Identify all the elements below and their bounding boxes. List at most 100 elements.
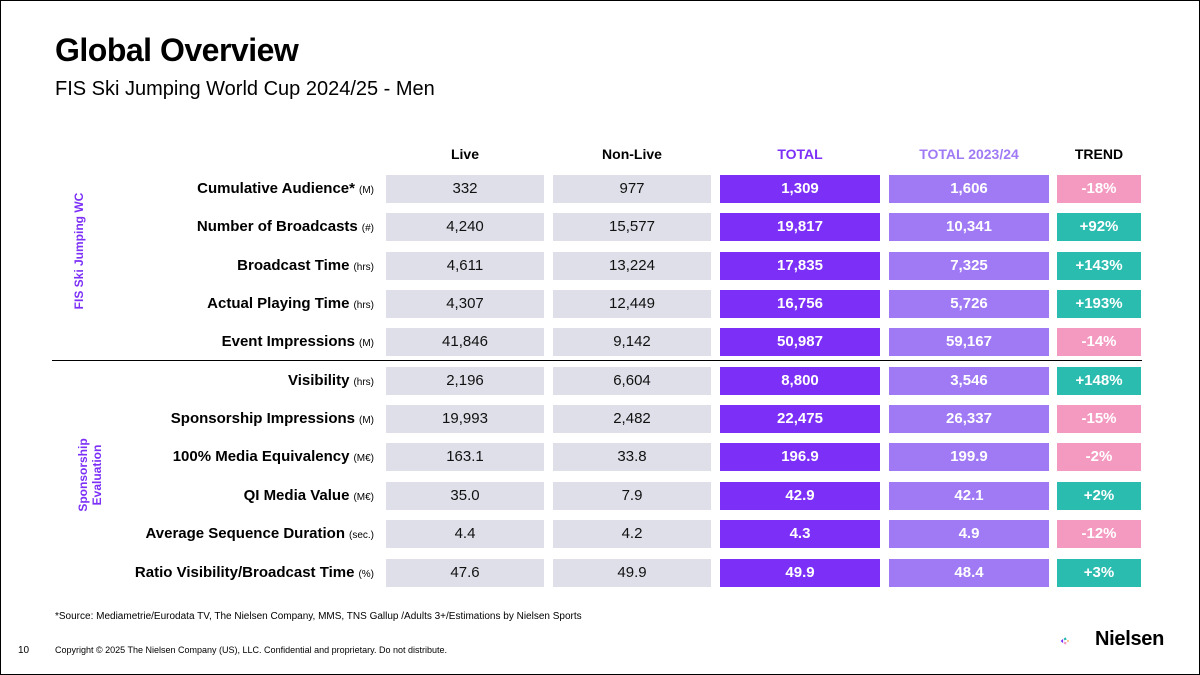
cell-nonlive: 15,577 [553, 213, 711, 241]
cell-trend: -18% [1057, 175, 1141, 203]
cell-trend: +148% [1057, 367, 1141, 395]
row-label-unit: (M€) [353, 453, 374, 464]
cell-total: 49.9 [720, 559, 880, 587]
cell-nonlive: 9,142 [553, 328, 711, 356]
page-subtitle: FIS Ski Jumping World Cup 2024/25 - Men [55, 78, 435, 100]
row-label-text: Broadcast Time [237, 257, 350, 274]
row-label-unit: (hrs) [353, 377, 374, 388]
cell-trend: -12% [1057, 520, 1141, 548]
column-header-live: Live [450, 146, 479, 162]
cell-nonlive: 4.2 [553, 520, 711, 548]
cell-nonlive: 49.9 [553, 559, 711, 587]
column-header-trend: TREND [1074, 146, 1124, 162]
cell-live: 41,846 [386, 328, 544, 356]
page-title: Global Overview [55, 32, 299, 68]
cell-total: 42.9 [720, 482, 880, 510]
column-header-total: TOTAL [777, 146, 823, 162]
row-label-unit: (M) [359, 185, 374, 196]
row-label-unit: (#) [361, 223, 374, 234]
row-label: Sponsorship Impressions (M) [14, 405, 374, 433]
cell-live: 332 [386, 175, 544, 203]
row-label-text: Actual Playing Time [207, 295, 350, 312]
cell-prev: 48.4 [889, 559, 1049, 587]
cell-nonlive: 2,482 [553, 405, 711, 433]
row-label-unit: (M) [359, 415, 374, 426]
cell-live: 4,307 [386, 290, 544, 318]
cell-nonlive: 977 [553, 175, 711, 203]
cell-total: 196.9 [720, 443, 880, 471]
cell-trend: +2% [1057, 482, 1141, 510]
cell-trend: +193% [1057, 290, 1141, 318]
column-header-prev: TOTAL 2023/24 [919, 146, 1019, 162]
row-label: Number of Broadcasts (#) [14, 213, 374, 241]
row-label-unit: (M€) [353, 492, 374, 503]
cell-prev: 4.9 [889, 520, 1049, 548]
cell-total: 16,756 [720, 290, 880, 318]
cell-nonlive: 12,449 [553, 290, 711, 318]
row-label-unit: (hrs) [353, 262, 374, 273]
copyright-notice: Copyright © 2025 The Nielsen Company (US… [55, 645, 447, 655]
cell-total: 1,309 [720, 175, 880, 203]
cell-trend: -2% [1057, 443, 1141, 471]
cell-prev: 199.9 [889, 443, 1049, 471]
cell-total: 22,475 [720, 405, 880, 433]
cell-live: 19,993 [386, 405, 544, 433]
cell-live: 35.0 [386, 482, 544, 510]
cell-total: 50,987 [720, 328, 880, 356]
row-label: Broadcast Time (hrs) [14, 252, 374, 280]
cell-nonlive: 33.8 [553, 443, 711, 471]
row-label-text: Number of Broadcasts [196, 218, 358, 235]
source-footnote: *Source: Mediametrie/Eurodata TV, The Ni… [55, 611, 582, 622]
cell-prev: 1,606 [889, 175, 1049, 203]
row-label-unit: (hrs) [353, 300, 374, 311]
cell-prev: 42.1 [889, 482, 1049, 510]
cell-prev: 10,341 [889, 213, 1049, 241]
cell-trend: +143% [1057, 252, 1141, 280]
cell-prev: 26,337 [889, 405, 1049, 433]
row-label-text: Event Impressions [221, 333, 355, 350]
row-label-text: Ratio Visibility/Broadcast Time [134, 564, 355, 581]
cell-live: 2,196 [386, 367, 544, 395]
cell-prev: 3,546 [889, 367, 1049, 395]
row-label-text: QI Media Value [243, 487, 350, 504]
row-label-unit: (sec.) [349, 530, 374, 541]
nielsen-logo-icon [1060, 637, 1070, 645]
row-label-unit: (M) [359, 338, 374, 349]
row-label: Event Impressions (M) [14, 328, 374, 356]
cell-trend: +3% [1057, 559, 1141, 587]
cell-live: 163.1 [386, 443, 544, 471]
row-label-text: 100% Media Equivalency [172, 448, 350, 465]
page-number: 10 [18, 645, 30, 656]
cell-live: 47.6 [386, 559, 544, 587]
row-label-text: Cumulative Audience* [197, 180, 355, 197]
row-label: Visibility (hrs) [14, 367, 374, 395]
cell-live: 4,240 [386, 213, 544, 241]
cell-total: 8,800 [720, 367, 880, 395]
cell-total: 17,835 [720, 252, 880, 280]
cell-trend: -15% [1057, 405, 1141, 433]
cell-nonlive: 6,604 [553, 367, 711, 395]
cell-nonlive: 13,224 [553, 252, 711, 280]
row-label-text: Sponsorship Impressions [170, 410, 355, 427]
cell-prev: 5,726 [889, 290, 1049, 318]
cell-prev: 59,167 [889, 328, 1049, 356]
row-label: QI Media Value (M€) [14, 482, 374, 510]
cell-live: 4.4 [386, 520, 544, 548]
cell-total: 4.3 [720, 520, 880, 548]
row-label: 100% Media Equivalency (M€) [14, 443, 374, 471]
cell-nonlive: 7.9 [553, 482, 711, 510]
row-label: Actual Playing Time (hrs) [14, 290, 374, 318]
nielsen-logo-text: Nielsen [1095, 628, 1165, 650]
row-label-text: Average Sequence Duration [145, 525, 345, 542]
column-header-nonlive: Non-Live [602, 146, 662, 162]
cell-live: 4,611 [386, 252, 544, 280]
row-label-unit: (%) [358, 569, 374, 580]
row-label-text: Visibility [288, 372, 350, 389]
cell-trend: -14% [1057, 328, 1141, 356]
cell-total: 19,817 [720, 213, 880, 241]
cell-trend: +92% [1057, 213, 1141, 241]
cell-prev: 7,325 [889, 252, 1049, 280]
row-label: Average Sequence Duration (sec.) [14, 520, 374, 548]
section-divider [52, 360, 1142, 361]
row-label: Cumulative Audience* (M) [14, 175, 374, 203]
